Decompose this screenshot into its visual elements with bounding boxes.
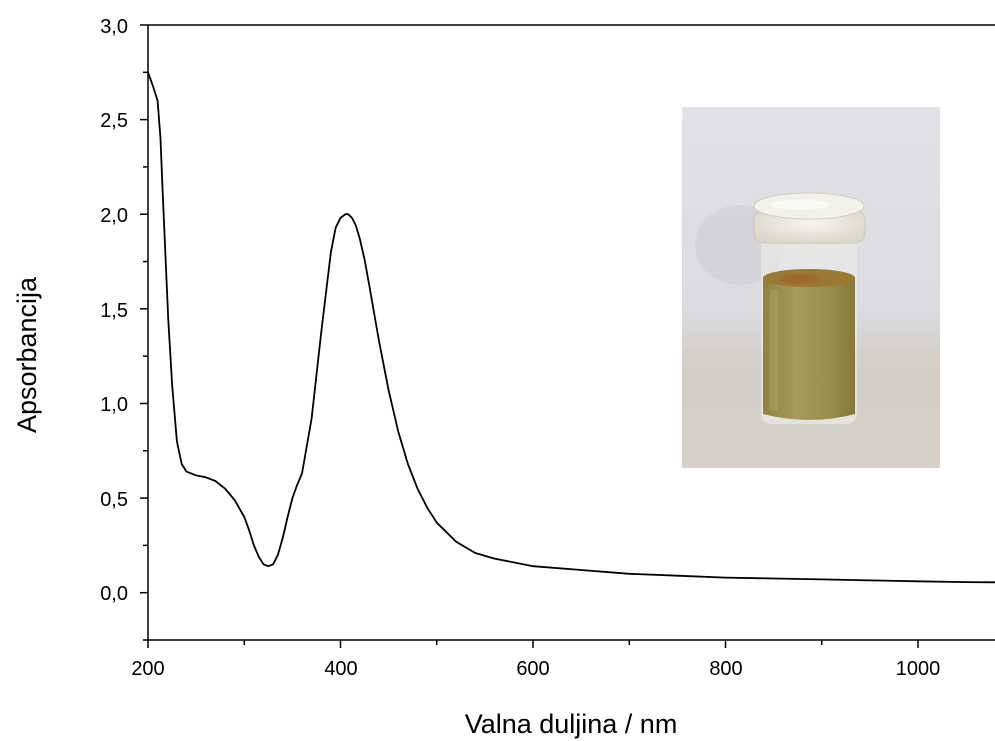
y-tick-label: 0,5 (100, 489, 128, 511)
y-tick-label: 2,5 (100, 110, 128, 132)
y-axis-ticks (140, 24, 148, 641)
x-tick-label: 400 (324, 658, 357, 680)
y-axis-title: Apsorbancija (12, 276, 42, 433)
y-tick-labels: 0,0 0,5 1,0 1,5 2,0 2,5 3,0 (100, 16, 128, 605)
y-tick-label: 1,5 (100, 300, 128, 322)
y-tick-label: 2,0 (100, 205, 128, 227)
y-tick-label: 3,0 (100, 16, 128, 38)
x-tick-label: 600 (516, 658, 549, 680)
absorbance-series-line (148, 71, 995, 584)
y-tick-label: 0,0 (100, 583, 128, 605)
x-tick-label: 1000 (896, 658, 941, 680)
x-tick-label: 200 (131, 658, 164, 680)
y-tick-label: 1,0 (100, 394, 128, 416)
x-axis-ticks (147, 640, 919, 648)
x-tick-labels: 200 400 600 800 1000 (131, 658, 940, 680)
x-axis-title: Valna duljina / nm (465, 709, 678, 739)
x-tick-label: 800 (709, 658, 742, 680)
vial-photo-inset (682, 107, 940, 468)
